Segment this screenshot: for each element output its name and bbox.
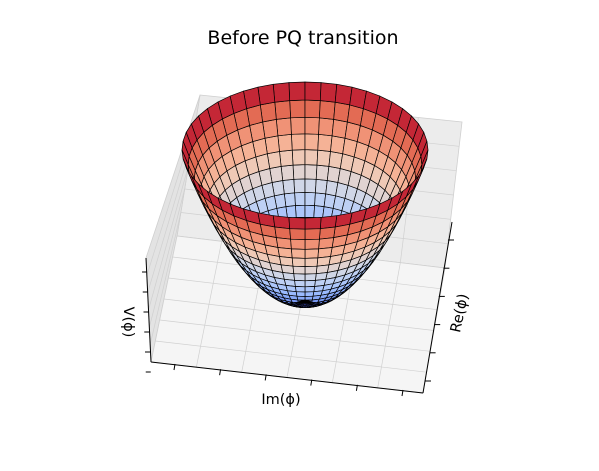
surface-patch xyxy=(318,117,335,137)
surface-patch xyxy=(294,192,306,206)
surface-patch xyxy=(304,295,314,301)
surface-patch xyxy=(288,217,306,230)
axis-tick xyxy=(355,384,358,391)
surface-patch xyxy=(315,164,330,181)
z-axis-line xyxy=(145,257,152,363)
chart-title: Before PQ transition xyxy=(207,27,398,49)
z-axis-label: V(ϕ) xyxy=(120,307,136,338)
axis-ticks xyxy=(142,239,454,397)
surface-patch xyxy=(317,133,333,152)
y-axis-line xyxy=(150,361,424,394)
surface-patch xyxy=(290,116,306,135)
surface-patch xyxy=(304,164,318,180)
axis-tick xyxy=(401,389,404,397)
axis-tick xyxy=(264,374,267,381)
axis-tick xyxy=(219,369,222,376)
surface-patch xyxy=(291,248,306,259)
y-axis-label: Im(ϕ) xyxy=(261,392,300,408)
surface-patch xyxy=(304,217,322,230)
surface-patch xyxy=(304,204,315,218)
surface-patch xyxy=(304,291,315,297)
surface-patch xyxy=(304,286,316,293)
surface-patch xyxy=(289,228,306,241)
surface-patch xyxy=(304,257,319,267)
surface-patch xyxy=(319,100,336,120)
surface-patch xyxy=(291,149,306,166)
surface-patch xyxy=(272,82,291,103)
surface-patch xyxy=(304,99,321,119)
surface-patch xyxy=(304,192,316,206)
surface-patch xyxy=(293,273,306,282)
surface-patch xyxy=(304,116,320,135)
surface-patch xyxy=(319,82,338,103)
surface-patch xyxy=(291,133,306,151)
surface-patch xyxy=(316,149,331,167)
surface-patch xyxy=(294,286,306,293)
left-grid-line xyxy=(147,141,193,293)
surface-patch xyxy=(304,178,317,194)
surface-patch xyxy=(282,178,295,195)
axis-tick xyxy=(173,363,176,371)
surface-patch xyxy=(304,149,319,166)
surface-patch xyxy=(292,265,306,275)
surface-patch xyxy=(296,295,306,301)
surface-patch xyxy=(292,164,306,180)
surface-patch xyxy=(294,280,306,288)
surface-patch xyxy=(257,83,276,106)
surface-patch xyxy=(295,291,306,297)
x-axis-line xyxy=(422,221,453,394)
left-grid-line xyxy=(149,212,182,345)
left-grid-line xyxy=(148,188,186,328)
x-axis-label: Re(ϕ) xyxy=(448,292,472,334)
surface-patch xyxy=(304,133,319,151)
surface-patch xyxy=(333,101,351,123)
surface-patch xyxy=(275,117,292,137)
surface-patch xyxy=(288,81,306,101)
surface-patch xyxy=(334,83,353,106)
surface-patch xyxy=(290,238,306,250)
surface-patch xyxy=(295,204,306,218)
surface-patch xyxy=(291,257,306,267)
surface-patch xyxy=(274,100,291,120)
surface-patch xyxy=(279,149,294,167)
surface-patch xyxy=(304,248,319,259)
left-grid-line xyxy=(148,165,189,311)
surface-patch xyxy=(304,265,318,275)
axis-tick xyxy=(310,379,313,386)
axis-lines xyxy=(142,221,454,397)
paraboloid-surface xyxy=(181,81,429,308)
surface-patch xyxy=(277,133,293,152)
surface-patch xyxy=(293,178,306,194)
surface-patch xyxy=(318,237,335,250)
surface-patch xyxy=(315,178,328,195)
surface-patch xyxy=(289,99,306,119)
surface-patch xyxy=(280,164,295,181)
surface-patch xyxy=(304,228,321,241)
surface-patch xyxy=(304,81,322,101)
surface-patch xyxy=(304,280,316,288)
surface-patch xyxy=(304,273,317,282)
surface-patch xyxy=(304,238,320,250)
surface-patch xyxy=(275,237,292,250)
surface-patch xyxy=(303,299,306,304)
surface-patch xyxy=(259,101,277,123)
